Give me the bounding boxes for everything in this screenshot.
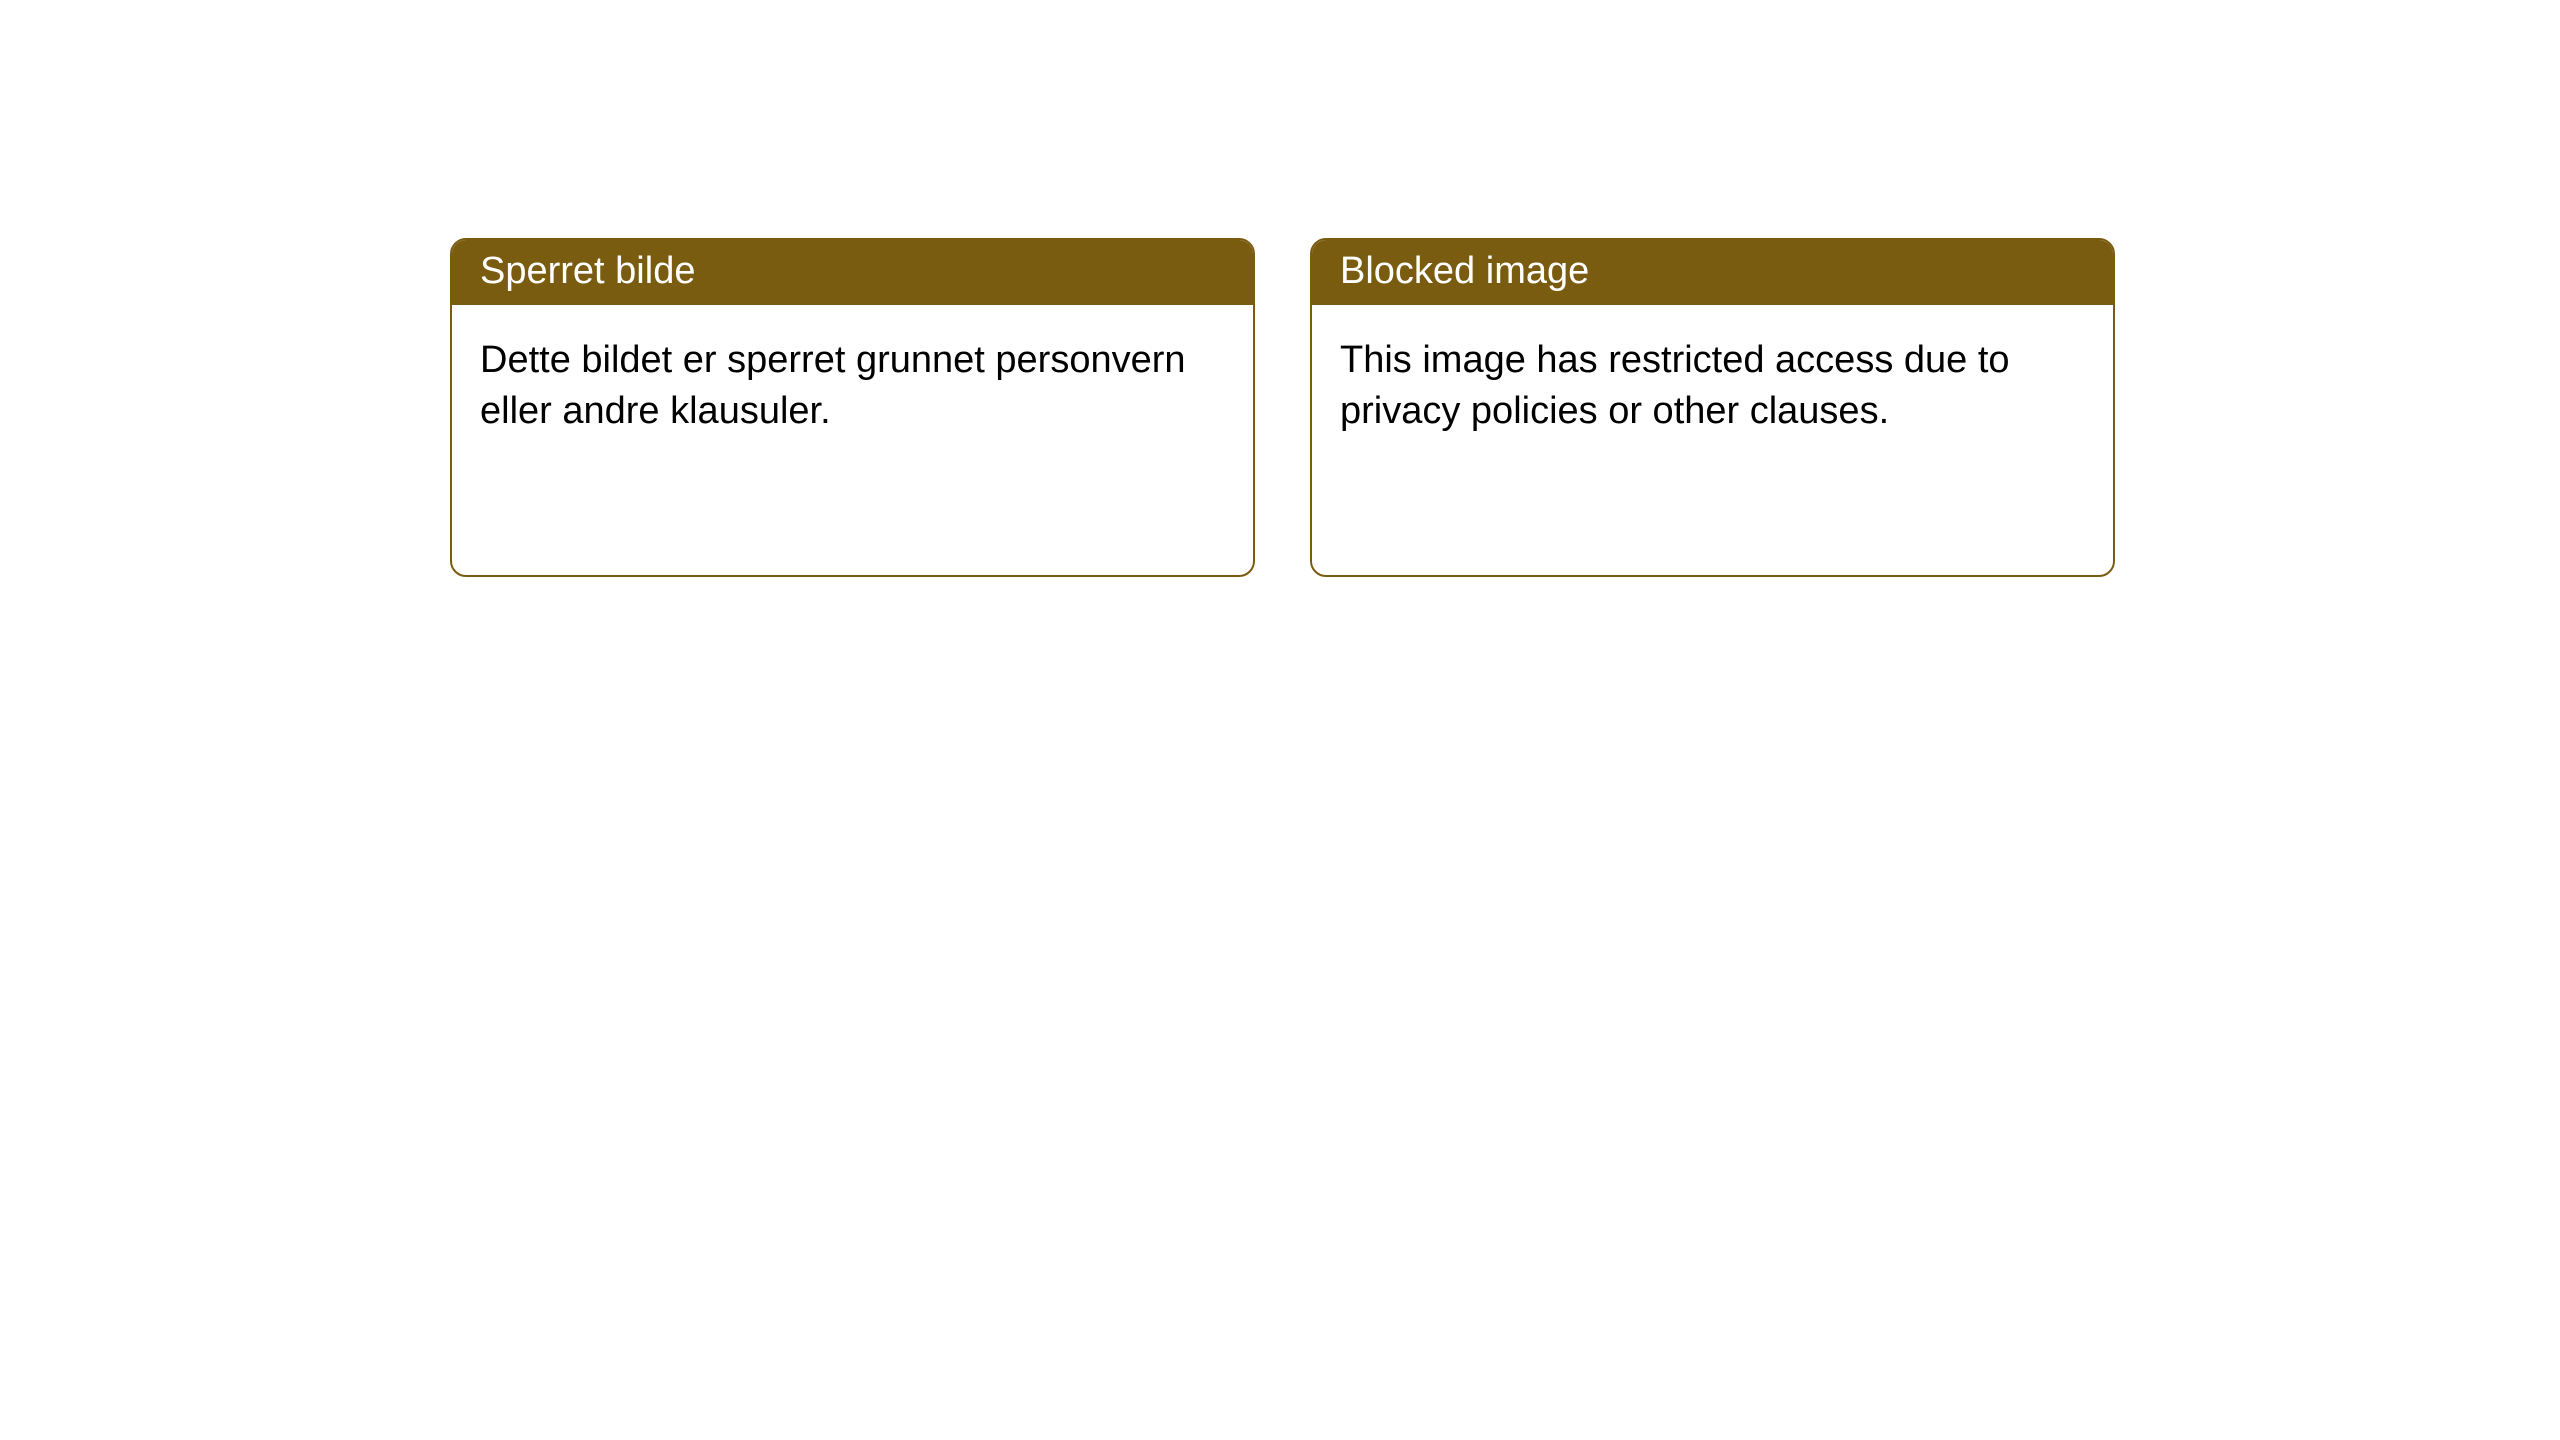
notice-title: Sperret bilde <box>452 240 1253 305</box>
notice-body: Dette bildet er sperret grunnet personve… <box>452 305 1253 575</box>
notice-card-norwegian: Sperret bilde Dette bildet er sperret gr… <box>450 238 1255 577</box>
notice-body: This image has restricted access due to … <box>1312 305 2113 575</box>
notice-card-english: Blocked image This image has restricted … <box>1310 238 2115 577</box>
notice-title: Blocked image <box>1312 240 2113 305</box>
notice-container: Sperret bilde Dette bildet er sperret gr… <box>0 0 2560 577</box>
